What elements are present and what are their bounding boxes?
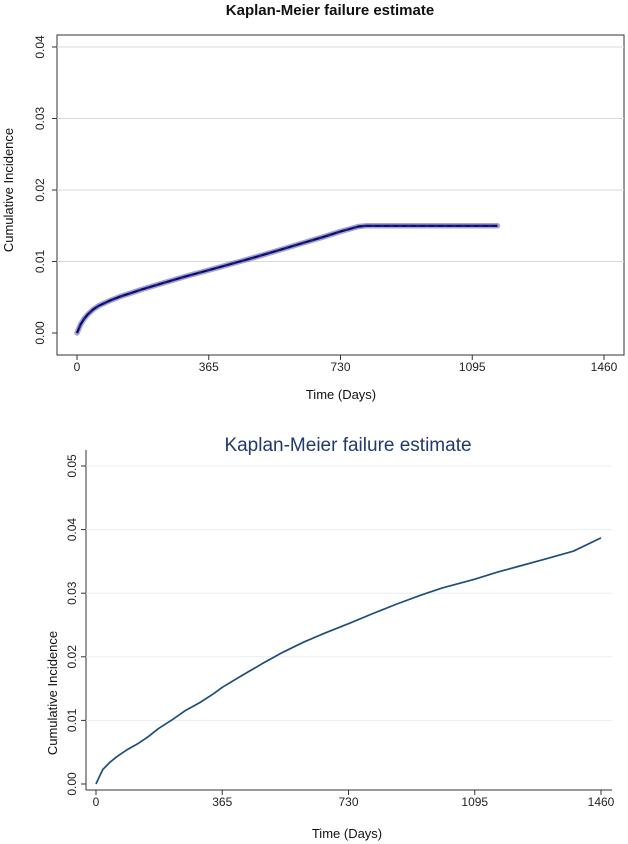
chart-1-series-dash <box>76 225 498 334</box>
chart-2-y-tick-label: 0.04 <box>65 518 79 542</box>
chart-2-plot-area: 0.00 0.01 0.02 0.03 0.04 0.05 0 365 730 1095 1460 <box>65 450 615 809</box>
chart-1-y-tick-label: 0.02 <box>33 178 47 202</box>
chart-2-y-tick-label: 0.02 <box>65 645 79 669</box>
chart-2-x-tick-label: 730 <box>338 795 358 809</box>
chart-2-y-tick-label: 0.00 <box>65 772 79 796</box>
chart-1-y-axis-title: Cumulative Incidence <box>1 128 16 252</box>
chart-2-series-line <box>95 537 602 785</box>
chart-2-y-tick-label: 0.03 <box>65 581 79 605</box>
chart-1-y-tick-label: 0.04 <box>33 35 47 59</box>
chart-1-x-tick-label: 365 <box>199 360 219 374</box>
chart-1-x-tick-label: 1095 <box>459 360 486 374</box>
chart-1: Kaplan-Meier failure estimate Cumulative… <box>1 2 625 402</box>
chart-1-plot-frame <box>56 34 625 356</box>
chart-1-x-tick-label: 0 <box>74 360 81 374</box>
chart-2-y-tick-label: 0.01 <box>65 708 79 732</box>
chart-1-series-line <box>75 224 498 334</box>
chart-1-x-tick-label: 1460 <box>591 360 618 374</box>
chart-2-y-tick-label: 0.05 <box>65 454 79 478</box>
chart-2-x-tick-label: 0 <box>93 795 100 809</box>
chart-2-y-axis-title: Cumulative Incidence <box>45 631 60 755</box>
chart-1-y-tick-label: 0.01 <box>33 249 47 273</box>
chart-1-x-tick-label: 730 <box>330 360 350 374</box>
chart-1-y-tick-label: 0.00 <box>33 321 47 345</box>
chart-2-x-tick-label: 1460 <box>588 795 615 809</box>
chart-1-plot-area: 0.00 0.01 0.02 0.03 0.04 0 365 730 1095 1460 <box>33 34 625 374</box>
chart-2-x-tick-label: 1095 <box>461 795 488 809</box>
chart-2-x-tick-label: 365 <box>212 795 232 809</box>
chart-2: Kaplan-Meier failure estimate Cumulative… <box>45 435 615 841</box>
chart-2-x-axis-title: Time (Days) <box>312 826 382 841</box>
chart-2-title: Kaplan-Meier failure estimate <box>224 435 471 456</box>
chart-1-x-axis-title: Time (Days) <box>306 387 376 402</box>
chart-1-confidence-band <box>74 223 501 336</box>
chart-1-title: Kaplan-Meier failure estimate <box>226 2 434 19</box>
chart-1-y-tick-label: 0.03 <box>33 106 47 130</box>
